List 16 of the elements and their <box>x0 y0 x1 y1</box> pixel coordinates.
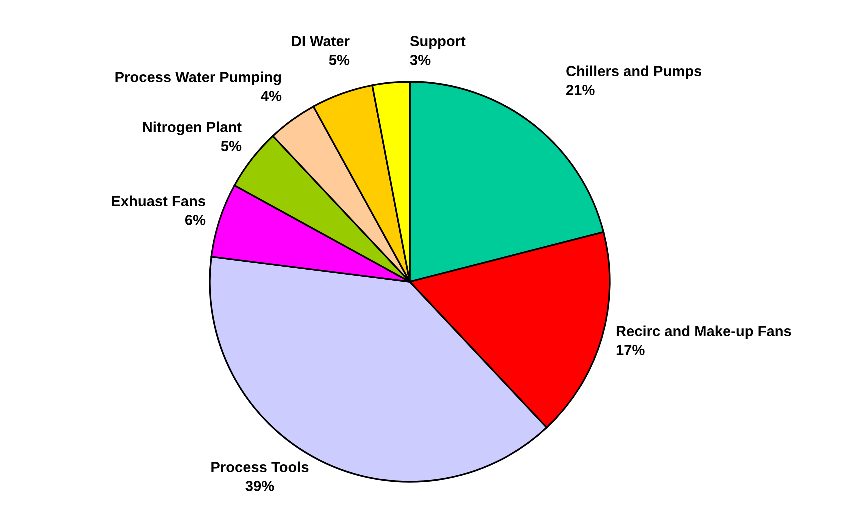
data-label: 6% <box>185 215 206 226</box>
data-label: 39% <box>246 481 274 492</box>
data-label: 17% <box>616 345 645 356</box>
slice-label: Process Tools <box>212 462 309 472</box>
data-label: 21% <box>566 85 595 96</box>
slice-label: Nitrogen Plant <box>143 122 242 136</box>
slice-label: Exhuast Fans <box>112 196 206 206</box>
slice-label: Chillers and Pumps <box>566 66 702 80</box>
data-label: 5% <box>329 55 350 66</box>
data-label: 4% <box>261 91 282 102</box>
slice-label: Process Water Pumping <box>116 72 282 86</box>
slice-label: Support <box>410 36 466 50</box>
data-label: 5% <box>221 141 242 152</box>
data-label: 3% <box>410 55 431 66</box>
slice-label: Recirc and Make-up Fans <box>616 326 792 340</box>
slice-label: DI Water <box>292 36 350 46</box>
